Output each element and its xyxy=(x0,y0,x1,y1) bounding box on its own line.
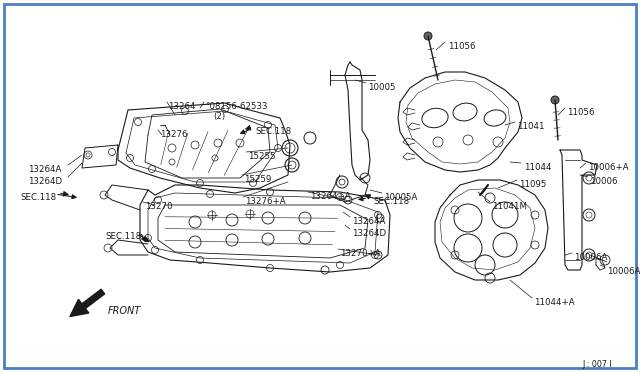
Text: 13276+A: 13276+A xyxy=(245,197,285,206)
Text: 11056: 11056 xyxy=(567,108,595,117)
Text: 13264A: 13264A xyxy=(28,165,61,174)
Text: 11095: 11095 xyxy=(519,180,547,189)
Text: 11041: 11041 xyxy=(517,122,545,131)
Text: °08156-62533: °08156-62533 xyxy=(205,102,268,111)
Text: (2): (2) xyxy=(213,112,225,121)
Text: 13270+A: 13270+A xyxy=(340,249,381,258)
Text: 11056: 11056 xyxy=(448,42,476,51)
Text: SEC.118: SEC.118 xyxy=(105,232,141,241)
Text: 10006: 10006 xyxy=(590,177,618,186)
Text: 10005A: 10005A xyxy=(384,193,417,202)
Text: 10006A: 10006A xyxy=(574,253,607,262)
Text: 13264+A: 13264+A xyxy=(310,192,351,201)
Text: 10005: 10005 xyxy=(368,83,396,92)
Text: 13264: 13264 xyxy=(168,102,195,111)
Text: 13264A: 13264A xyxy=(352,217,385,226)
Text: 15259: 15259 xyxy=(244,175,271,184)
Text: 11044: 11044 xyxy=(524,163,552,172)
FancyArrowPatch shape xyxy=(70,289,104,316)
Text: SEC.118: SEC.118 xyxy=(255,127,291,136)
Text: 11044+A: 11044+A xyxy=(534,298,575,307)
Text: 13264D: 13264D xyxy=(28,177,62,186)
Text: SEC.118: SEC.118 xyxy=(373,197,409,206)
Text: 10006+A: 10006+A xyxy=(588,163,628,172)
Circle shape xyxy=(424,32,432,40)
Text: 13270: 13270 xyxy=(145,202,173,211)
Text: 13276: 13276 xyxy=(160,130,188,139)
Text: J : 007 I: J : 007 I xyxy=(582,360,612,369)
Text: 13264D: 13264D xyxy=(352,229,386,238)
Circle shape xyxy=(551,96,559,104)
Text: 15255: 15255 xyxy=(248,152,275,161)
Text: 11041M: 11041M xyxy=(492,202,527,211)
Text: 10006A: 10006A xyxy=(607,267,640,276)
Text: SEC.118: SEC.118 xyxy=(20,193,56,202)
Text: FRONT: FRONT xyxy=(108,306,141,316)
